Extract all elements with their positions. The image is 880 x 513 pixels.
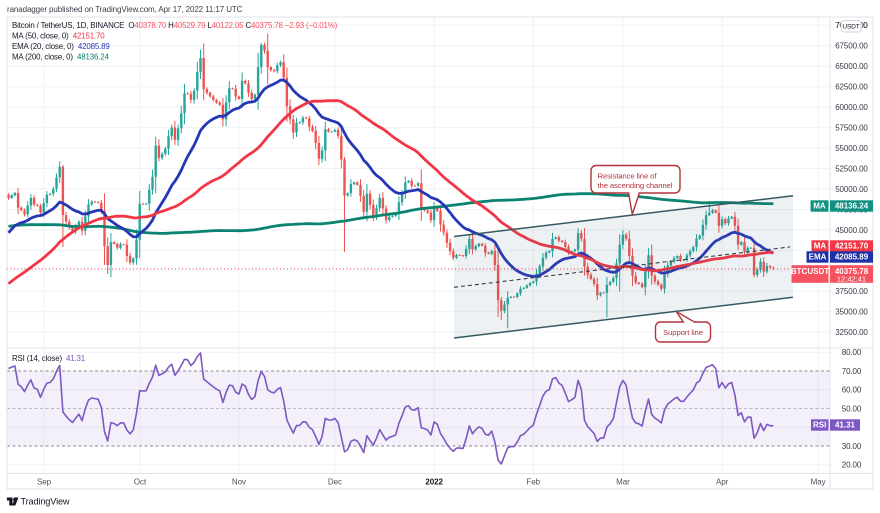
svg-text:the ascending channel: the ascending channel <box>598 181 673 190</box>
svg-text:RSI: RSI <box>813 421 826 430</box>
svg-text:Support line: Support line <box>663 328 703 337</box>
svg-text:Mar: Mar <box>616 478 630 487</box>
svg-text:67500.00: 67500.00 <box>835 42 868 51</box>
svg-text:MA (200, close, 0) 48136.24: MA (200, close, 0) 48136.24 <box>12 53 109 62</box>
svg-text:55000.00: 55000.00 <box>835 144 868 153</box>
svg-text:32500.00: 32500.00 <box>835 328 868 337</box>
svg-text:45000.00: 45000.00 <box>835 226 868 235</box>
svg-text:41.31: 41.31 <box>835 421 856 430</box>
svg-text:30.00: 30.00 <box>842 442 862 451</box>
svg-text:65000.00: 65000.00 <box>835 62 868 71</box>
svg-text:2022: 2022 <box>425 478 443 487</box>
svg-text:60000.00: 60000.00 <box>835 103 868 112</box>
svg-text:40375.78: 40375.78 <box>835 267 869 276</box>
svg-text:EMA (20, close, 0) 42085.89: EMA (20, close, 0) 42085.89 <box>12 42 110 51</box>
svg-text:RSI (14, close) 41.31: RSI (14, close) 41.31 <box>12 354 85 363</box>
svg-text:12:42:41: 12:42:41 <box>837 275 866 284</box>
svg-text:May: May <box>811 478 826 487</box>
svg-text:37500.00: 37500.00 <box>835 287 868 296</box>
svg-text:BTCUSDT: BTCUSDT <box>791 267 829 276</box>
svg-text:Sep: Sep <box>37 478 52 487</box>
svg-text:50000.00: 50000.00 <box>835 185 868 194</box>
svg-text:Dec: Dec <box>328 478 342 487</box>
svg-text:62500.00: 62500.00 <box>835 83 868 92</box>
svg-text:60.00: 60.00 <box>842 386 862 395</box>
svg-text:Resistance line of: Resistance line of <box>598 171 658 180</box>
svg-text:TradingView: TradingView <box>21 497 70 507</box>
svg-text:Feb: Feb <box>527 478 541 487</box>
svg-text:35000.00: 35000.00 <box>835 308 868 317</box>
svg-text:Oct: Oct <box>134 478 147 487</box>
svg-text:20.00: 20.00 <box>842 461 862 470</box>
svg-text:50.00: 50.00 <box>842 404 862 413</box>
svg-text:USDT: USDT <box>842 23 859 30</box>
svg-text:57500.00: 57500.00 <box>835 124 868 133</box>
svg-text:EMA: EMA <box>809 253 827 262</box>
svg-text:48136.24: 48136.24 <box>835 202 869 211</box>
svg-text:7: 7 <box>835 21 840 30</box>
svg-text:42085.89: 42085.89 <box>835 253 869 262</box>
svg-text:Nov: Nov <box>232 478 246 487</box>
svg-text:42151.70: 42151.70 <box>835 242 869 251</box>
svg-text:Bitcoin / TetherUS, 1D, BINANC: Bitcoin / TetherUS, 1D, BINANCE O40378.7… <box>12 21 338 30</box>
svg-text:ranadagger published on Tradin: ranadagger published on TradingView.com,… <box>7 5 243 14</box>
svg-text:80.00: 80.00 <box>842 348 862 357</box>
svg-text:70.00: 70.00 <box>842 367 862 376</box>
svg-text:Apr: Apr <box>716 478 729 487</box>
svg-text:MA: MA <box>813 202 826 211</box>
svg-text:MA (50, close, 0) 42151.70: MA (50, close, 0) 42151.70 <box>12 32 105 41</box>
svg-text:52500.00: 52500.00 <box>835 164 868 173</box>
svg-text:MA: MA <box>814 242 827 251</box>
svg-text:0: 0 <box>863 21 868 30</box>
